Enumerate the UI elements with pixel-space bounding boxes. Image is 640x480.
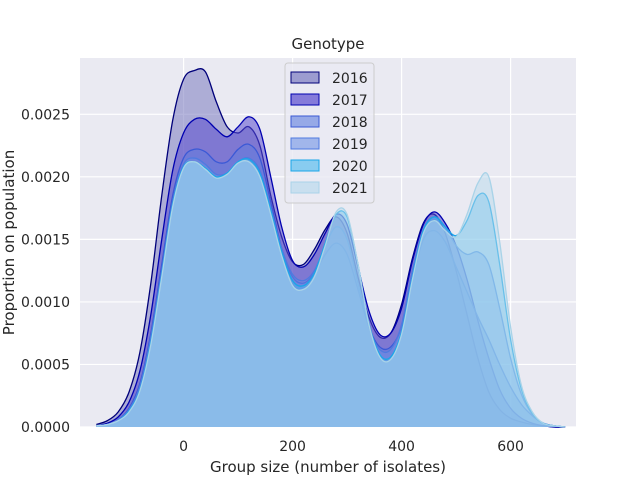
y-tick-label: 0.0025 [21,107,70,123]
x-tick-label: 200 [279,439,306,455]
x-tick-label: 400 [388,439,415,455]
legend-label-2016: 2016 [332,71,368,87]
y-tick-label: 0.0015 [21,232,70,248]
legend-label-2019: 2019 [332,137,368,153]
legend-label-2017: 2017 [332,93,368,109]
density-line-2021 [96,160,566,428]
legend-swatch-2021 [290,181,320,194]
y-tick-label: 0.0010 [21,295,70,311]
legend-swatch-2019 [290,137,320,150]
x-tick-label: 0 [179,439,188,455]
legend: 2016 2017 2018 2019 2020 2021 [284,62,375,204]
x-tick-label: 600 [497,439,524,455]
legend-label-2020: 2020 [332,159,368,175]
legend-swatch-2017 [290,93,320,106]
legend-swatch-2018 [290,115,320,128]
y-axis-ticks: 0.0000 0.0005 0.0010 0.0015 0.0020 0.0025 [21,107,70,436]
legend-label-2018: 2018 [332,115,368,131]
chart-title: Genotype [291,35,364,53]
legend-label-2021: 2021 [332,181,368,197]
legend-swatch-2016 [290,71,320,84]
y-axis-label: Proportion on population [0,150,18,335]
x-axis-ticks: 0 200 400 600 [179,439,524,455]
y-tick-label: 0.0020 [21,170,70,186]
y-tick-label: 0.0000 [21,420,70,436]
x-axis-label: Group size (number of isolates) [210,458,446,476]
density-areas [96,68,566,428]
legend-swatch-2020 [290,159,320,172]
area-fill-2021 [96,160,566,428]
y-tick-label: 0.0005 [21,357,70,373]
